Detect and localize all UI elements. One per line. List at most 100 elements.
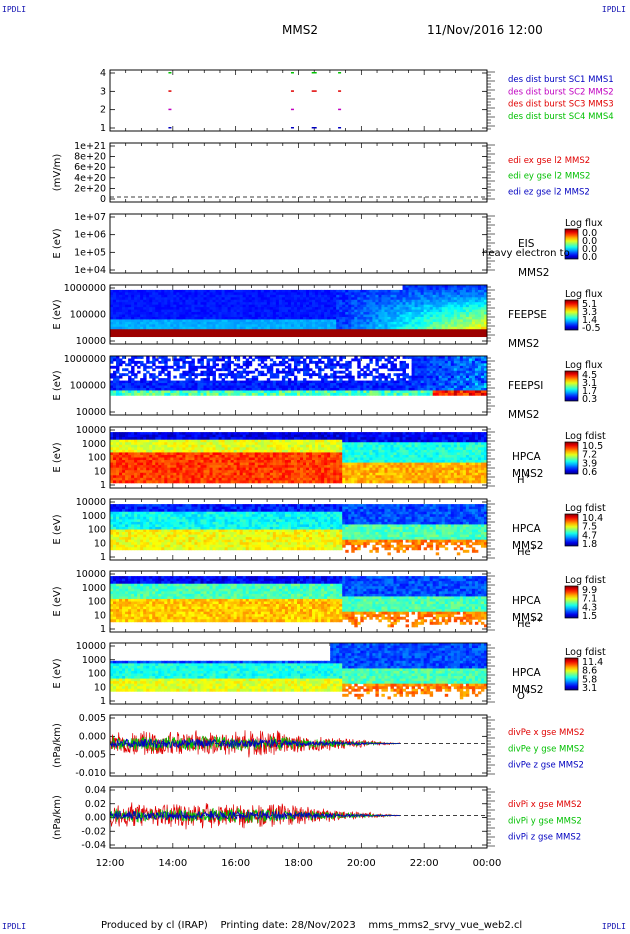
heatmap-cell — [155, 297, 159, 301]
heatmap-cell — [435, 297, 440, 301]
heatmap-cell — [116, 437, 120, 441]
heatmap-cell — [272, 392, 277, 396]
instrument-label: FEEPSE — [508, 309, 547, 321]
heatmap-cell — [128, 316, 132, 320]
heatmap-cell — [399, 312, 403, 315]
heatmap-cell — [248, 392, 253, 396]
heatmap-cell — [339, 365, 343, 369]
heatmap-cell — [116, 319, 120, 323]
heatmap-cell — [290, 299, 295, 303]
heatmap-cell — [342, 309, 346, 313]
heatmap-cell — [137, 321, 141, 325]
heatmap-cell — [194, 454, 198, 458]
heatmap-cell — [251, 302, 256, 306]
heatmap-cell — [429, 365, 434, 369]
heatmap-cell — [342, 363, 346, 367]
heatmap-cell — [348, 294, 352, 298]
y-tick-label: 1 — [100, 480, 106, 491]
heatmap-cell — [209, 460, 213, 463]
heatmap-cell — [429, 314, 434, 318]
heatmap-cell — [137, 297, 141, 301]
heatmap-cell — [134, 373, 138, 377]
heatmap-cell — [137, 457, 141, 461]
heatmap-cell — [206, 467, 210, 471]
heatmap-cell — [327, 312, 331, 315]
heatmap-cell — [357, 302, 361, 306]
heatmap-cell — [399, 302, 403, 306]
heatmap-cell — [284, 292, 289, 296]
heatmap-cell — [351, 321, 355, 325]
heatmap-cell — [300, 387, 304, 391]
heatmap-cell — [131, 442, 135, 446]
heatmap-cell — [131, 383, 135, 386]
heatmap-cell — [290, 370, 295, 374]
heatmap-cell — [188, 326, 192, 330]
heatmap-cell — [227, 368, 232, 372]
heatmap-cell — [315, 329, 319, 333]
heatmap-cell — [435, 383, 440, 386]
heatmap-cell — [134, 304, 138, 308]
heatmap-cell — [248, 356, 253, 359]
heatmap-cell — [465, 365, 470, 369]
heatmap-cell — [471, 287, 476, 291]
burst-mark — [290, 108, 294, 111]
heatmap-cell — [281, 294, 286, 298]
heatmap-cell — [146, 297, 150, 301]
heatmap-cell — [176, 475, 180, 479]
heatmap-cell — [161, 370, 165, 374]
heatmap-cell — [146, 385, 150, 389]
heatmap-cell — [306, 319, 310, 323]
heatmap-cell — [471, 356, 476, 359]
heatmap-cell — [312, 297, 316, 301]
heatmap-cell — [336, 334, 340, 338]
heatmap-cell — [348, 324, 352, 328]
heatmap-cell — [351, 292, 355, 296]
heatmap-cell — [209, 321, 213, 325]
watermark-top-left: IPDLI — [2, 5, 27, 14]
heatmap-cell — [399, 365, 403, 369]
heatmap-cell — [381, 331, 385, 335]
heatmap-cell — [128, 467, 132, 471]
heatmap-cell — [363, 304, 367, 308]
heatmap-cell — [170, 385, 174, 389]
heatmap-cell — [206, 437, 210, 441]
heatmap-cell — [375, 307, 379, 310]
heatmap-cell — [149, 307, 153, 310]
heatmap-cell — [417, 304, 422, 308]
heatmap-cell — [480, 365, 485, 369]
heatmap-cell — [221, 387, 226, 391]
heatmap-cell — [182, 314, 186, 318]
heatmap-cell — [366, 289, 370, 293]
heatmap-cell — [257, 319, 262, 323]
heatmap-cell — [251, 289, 256, 293]
heatmap-cell — [212, 304, 216, 308]
heatmap-cell — [396, 312, 400, 315]
heatmap-cell — [200, 439, 204, 443]
heatmap-cell — [483, 368, 488, 372]
heatmap-cell — [206, 299, 210, 303]
heatmap-cell — [158, 365, 162, 369]
heatmap-cell — [212, 365, 216, 369]
heatmap-cell — [459, 287, 464, 291]
heatmap-cell — [417, 312, 422, 315]
heatmap-cell — [239, 365, 244, 369]
heatmap-cell — [203, 292, 207, 296]
heatmap-cell — [119, 321, 123, 325]
heatmap-cell — [269, 329, 274, 333]
heatmap-cell — [143, 454, 147, 458]
heatmap-cell — [378, 390, 382, 394]
heatmap-cell — [221, 321, 226, 325]
heatmap-cell — [188, 299, 192, 303]
heatmap-cell — [152, 467, 156, 471]
heatmap-cell — [468, 319, 473, 323]
heatmap-cell — [239, 457, 244, 461]
heatmap-cell — [284, 299, 289, 303]
heatmap-cell — [236, 454, 241, 458]
heatmap-cell — [134, 356, 138, 359]
heatmap-cell — [257, 307, 262, 310]
heatmap-cell — [218, 449, 222, 453]
heatmap-cell — [206, 331, 210, 335]
heatmap-cell — [345, 387, 349, 391]
heatmap-cell — [408, 314, 412, 318]
heatmap-cell — [269, 297, 274, 301]
